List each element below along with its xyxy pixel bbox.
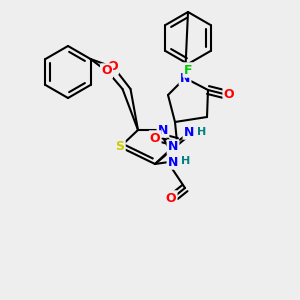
Text: H: H bbox=[181, 156, 190, 166]
Text: N: N bbox=[168, 155, 178, 169]
Text: O: O bbox=[150, 131, 160, 145]
Text: O: O bbox=[101, 64, 112, 77]
Text: S: S bbox=[116, 140, 124, 154]
Text: N: N bbox=[180, 71, 190, 85]
Text: H: H bbox=[197, 127, 206, 137]
Text: O: O bbox=[224, 88, 234, 100]
Text: F: F bbox=[184, 64, 192, 76]
Text: O: O bbox=[166, 191, 176, 205]
Text: O: O bbox=[107, 61, 118, 74]
Text: N: N bbox=[168, 140, 178, 154]
Text: N: N bbox=[158, 124, 168, 136]
Text: N: N bbox=[184, 125, 194, 139]
